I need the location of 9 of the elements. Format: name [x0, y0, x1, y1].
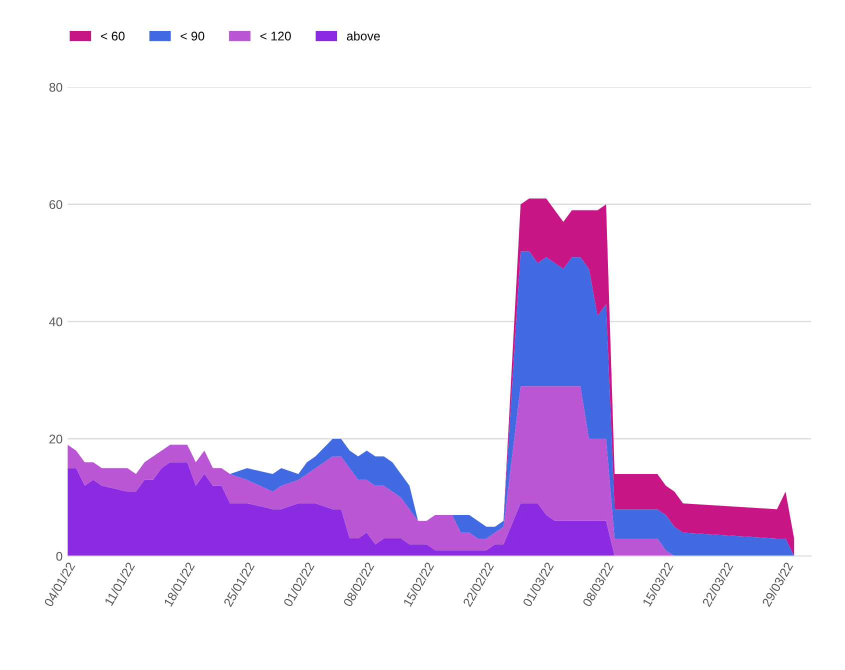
legend-label: < 120 [260, 32, 291, 41]
legend-label: above [346, 31, 380, 41]
y-tick-label: 20 [49, 434, 62, 444]
y-tick-label: 80 [49, 82, 62, 92]
y-tick-label: 0 [56, 552, 62, 561]
y-tick-label: 60 [49, 200, 62, 209]
legend-label: < 90 [180, 32, 204, 41]
legend-label: < 60 [101, 32, 125, 41]
y-tick-label: 40 [49, 317, 62, 326]
